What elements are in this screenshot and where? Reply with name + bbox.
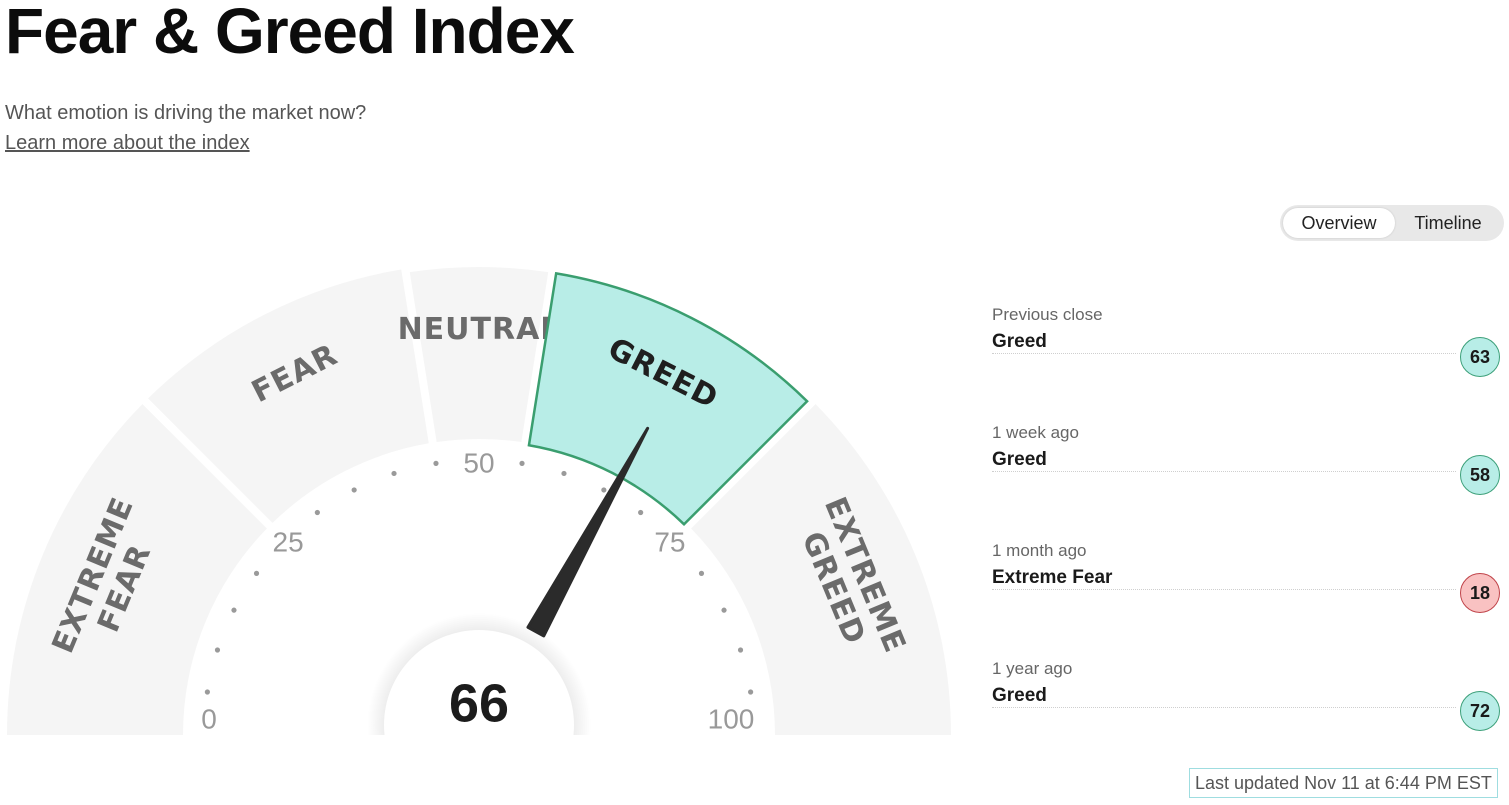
history-sentiment-label: Greed bbox=[992, 685, 1055, 707]
fear-greed-gauge: EXTREMEFEARFEARNEUTRALGREEDEXTREMEGREED0… bbox=[7, 266, 951, 735]
gauge-needle bbox=[526, 426, 650, 638]
gauge-scale-dot bbox=[737, 647, 744, 653]
page-subtitle: What emotion is driving the market now? bbox=[5, 102, 367, 124]
page-title: Fear & Greed Index bbox=[5, 0, 575, 67]
gauge-scale-dot bbox=[231, 607, 237, 613]
tab-overview[interactable]: Overview bbox=[1283, 208, 1395, 238]
history-value-badge: 18 bbox=[1460, 573, 1500, 613]
gauge-zone-fear bbox=[148, 269, 429, 523]
gauge-scale-dot bbox=[561, 470, 567, 477]
gauge-tick-label: 25 bbox=[273, 526, 304, 557]
history-sentiment-label: Extreme Fear bbox=[992, 567, 1121, 589]
history-when: Previous close bbox=[992, 305, 1103, 324]
gauge-scale-dot bbox=[601, 487, 607, 493]
history-when: 1 month ago bbox=[992, 541, 1087, 560]
gauge-scale-dot bbox=[351, 487, 357, 493]
history-sentiment-label: Greed bbox=[992, 331, 1055, 353]
history-value-badge: 58 bbox=[1460, 455, 1500, 495]
gauge-scale-dot bbox=[253, 570, 260, 576]
gauge-zone-extreme-greed bbox=[691, 404, 951, 735]
history-value-badge: 72 bbox=[1460, 691, 1500, 731]
history-row-1-year-ago: 1 year ago Greed 72 bbox=[992, 659, 1500, 777]
gauge-zone-extreme-fear bbox=[7, 404, 267, 735]
gauge-tick-label: 50 bbox=[463, 447, 494, 478]
view-toggle: Overview Timeline bbox=[1280, 205, 1504, 241]
gauge-tick-label: 75 bbox=[654, 526, 685, 557]
gauge-scale-dot bbox=[204, 689, 210, 695]
gauge-scale-dot bbox=[519, 460, 525, 466]
tab-timeline[interactable]: Timeline bbox=[1414, 213, 1482, 233]
gauge-zone-neutral bbox=[409, 266, 549, 443]
history-value-badge: 63 bbox=[1460, 337, 1500, 377]
history-sentiment-label: Greed bbox=[992, 449, 1055, 471]
gauge-tick-label: 100 bbox=[708, 703, 755, 734]
history-when: 1 year ago bbox=[992, 659, 1073, 678]
history-list: Previous close Greed 63 1 week ago Greed… bbox=[992, 305, 1500, 777]
gauge-scale-dot bbox=[391, 470, 397, 477]
history-dotted-divider bbox=[992, 589, 1456, 590]
history-dotted-divider bbox=[992, 707, 1456, 708]
history-dotted-divider bbox=[992, 353, 1456, 354]
gauge-scale-dot bbox=[314, 509, 320, 516]
gauge-scale-dot bbox=[214, 647, 221, 653]
history-row-previous-close: Previous close Greed 63 bbox=[992, 305, 1500, 423]
gauge-scale-dot bbox=[748, 689, 754, 695]
history-row-1-month-ago: 1 month ago Extreme Fear 18 bbox=[992, 541, 1500, 659]
gauge-scale-dot bbox=[638, 509, 644, 516]
gauge-zone-greed bbox=[527, 271, 809, 527]
history-when: 1 week ago bbox=[992, 423, 1079, 442]
gauge-scale-dot bbox=[721, 607, 727, 613]
last-updated-stamp: Last updated Nov 11 at 6:44 PM EST bbox=[1189, 768, 1498, 798]
history-row-1-week-ago: 1 week ago Greed 58 bbox=[992, 423, 1500, 541]
gauge-scale-dot bbox=[698, 570, 705, 576]
learn-more-link[interactable]: Learn more about the index bbox=[5, 132, 250, 154]
gauge-hub bbox=[384, 630, 574, 735]
gauge-scale-dot bbox=[433, 460, 439, 466]
gauge-zone-neutral-label: NEUTRAL bbox=[398, 312, 561, 347]
gauge-value: 66 bbox=[449, 673, 509, 733]
gauge-tick-label: 0 bbox=[201, 703, 217, 734]
history-dotted-divider bbox=[992, 471, 1456, 472]
